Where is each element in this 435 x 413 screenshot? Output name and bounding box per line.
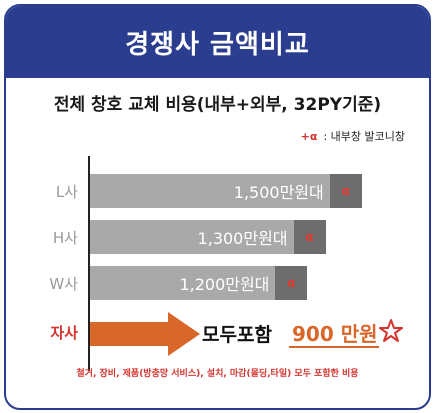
bar-value-label-1: 1,300만원대: [197, 229, 288, 248]
bar-value-label-0: 1,500만원대: [233, 183, 324, 202]
orange-arrow-icon: [90, 312, 200, 356]
footnote: 철거, 장비, 제품(방충망 서비스), 설치, 마감(몰딩,타일) 모두 포함…: [76, 369, 359, 379]
bar-label-1: H사: [52, 229, 78, 247]
bar-2: 1,200만원대: [90, 266, 276, 300]
comparison-card: 경쟁사 금액비교 전체 창호 교체 비용(내부+외부, 32PY기준) +α : …: [4, 4, 431, 410]
bar-value-label-2: 1,200만원대: [179, 275, 270, 294]
bar-label-2: W사: [49, 275, 78, 293]
bar-alpha-segment-1: α: [293, 220, 326, 254]
bar-1: 1,300만원대: [90, 220, 294, 254]
alpha-symbol: +α: [300, 130, 318, 143]
star-doodle-icon: [379, 319, 403, 342]
price-underline: [289, 346, 379, 348]
ours-price: 900 만원: [292, 322, 378, 346]
y-axis-line: [88, 156, 90, 371]
bar-0: 1,500만원대: [90, 174, 330, 208]
bar-alpha-segment-2: α: [275, 266, 308, 300]
ours-label: 자사: [50, 324, 78, 342]
chart-subtitle: 전체 창호 교체 비용(내부+외부, 32PY기준): [53, 95, 382, 115]
alpha-note-text: : 내부창 발코니창: [323, 130, 405, 143]
ours-all-included-text: 모두포함: [202, 324, 272, 346]
bar-label-0: L사: [55, 183, 78, 201]
bar-alpha-segment-0: α: [329, 174, 362, 208]
alpha-note: +α : 내부창 발코니창: [301, 128, 405, 144]
header-title: 경쟁사 금액비교: [6, 6, 429, 78]
